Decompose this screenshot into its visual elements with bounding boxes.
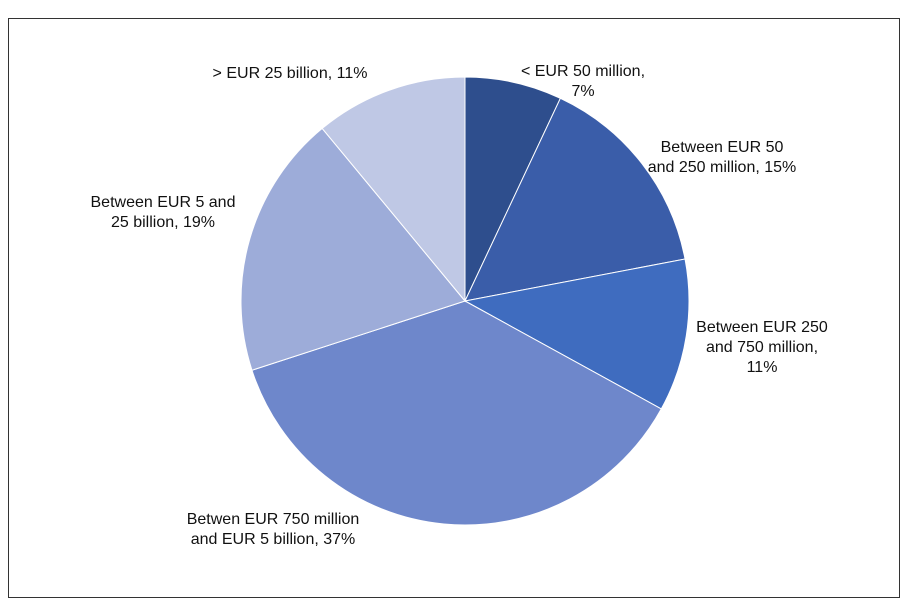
data-label: Between EUR 5 and 25 billion, 19% (90, 194, 236, 231)
data-label: < EUR 50 million, 7% (520, 63, 646, 100)
pie-slice (463, 258, 690, 410)
pie-slice (321, 76, 466, 303)
data-label: Betwen EUR 750 million and EUR 5 billion… (186, 511, 360, 548)
pie-slice (464, 97, 686, 302)
chart (240, 76, 690, 526)
pie-slice (251, 300, 662, 526)
page: (() => { const data = JSON.parse(documen… (8, 18, 900, 598)
data-label: > EUR 25 billion, 11% (212, 65, 368, 82)
data-label: Between EUR 50 and 250 million, 15% (647, 139, 797, 176)
pie-slice (240, 127, 466, 371)
data-label: Between EUR 250 and 750 million, 11% (696, 319, 828, 376)
